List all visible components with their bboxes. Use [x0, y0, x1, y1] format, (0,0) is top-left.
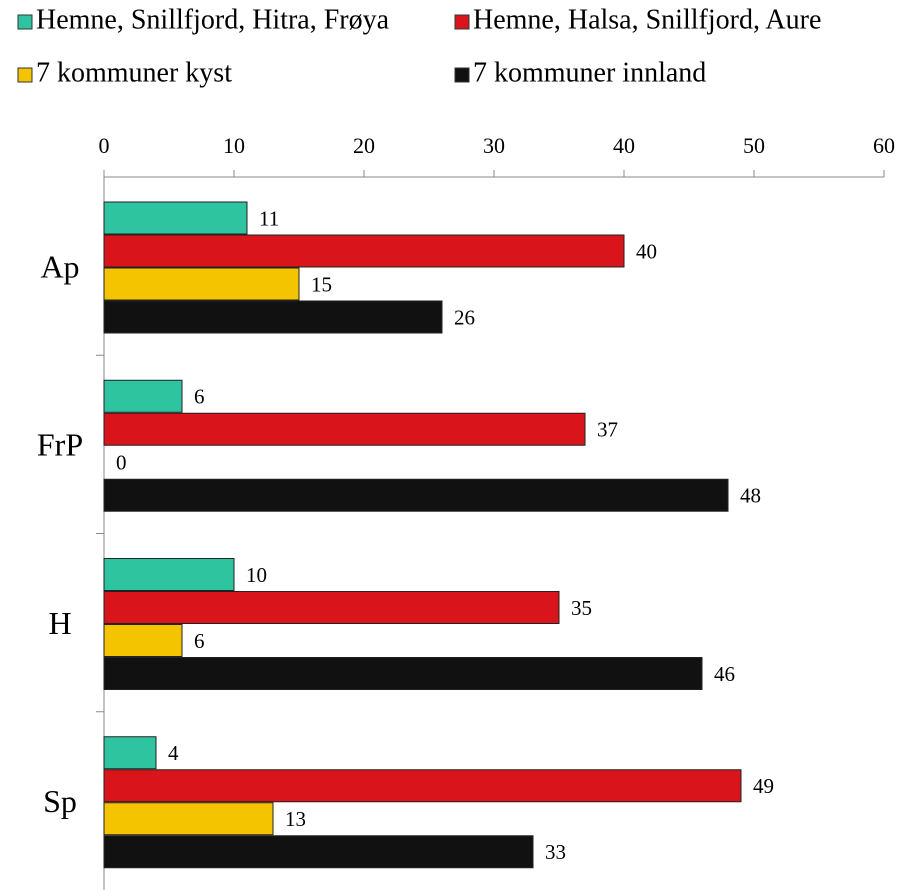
value-label: 10 — [246, 563, 267, 587]
value-label: 46 — [714, 662, 735, 686]
value-label: 33 — [545, 840, 566, 864]
y-tick-label: FrP — [37, 427, 83, 463]
bar — [103, 201, 248, 235]
x-tick-label: 60 — [873, 133, 895, 158]
bar — [103, 657, 703, 690]
legend-label: Hemne, Halsa, Snillfjord, Aure — [473, 4, 821, 35]
value-label: 37 — [597, 418, 618, 442]
value-label: 40 — [636, 239, 657, 263]
value-label: 6 — [194, 385, 205, 409]
value-label: 13 — [285, 807, 306, 831]
value-label: 4 — [168, 741, 179, 765]
legend-label: Hemne, Snillfjord, Hitra, Frøya — [36, 4, 390, 35]
value-label: 15 — [311, 272, 332, 296]
bar — [103, 558, 235, 591]
legend-swatch — [454, 67, 470, 83]
y-tick-label: H — [48, 605, 71, 641]
x-tick-label: 20 — [353, 133, 375, 158]
bar — [103, 802, 274, 836]
value-label: 0 — [116, 451, 127, 475]
x-tick-label: 0 — [99, 133, 110, 158]
value-label: 48 — [740, 484, 761, 508]
y-tick-label: Sp — [43, 783, 77, 819]
bar — [103, 769, 742, 803]
value-label: 49 — [753, 774, 774, 798]
legend-swatch — [17, 14, 33, 30]
bar — [103, 234, 625, 268]
x-tick-label: 30 — [483, 133, 505, 158]
bar — [103, 736, 157, 770]
bar — [103, 379, 183, 413]
x-tick-label: 50 — [743, 133, 765, 158]
value-label: 35 — [571, 596, 592, 620]
value-label: 6 — [194, 629, 205, 653]
x-tick-label: 10 — [223, 133, 245, 158]
legend-label: 7 kommuner kyst — [36, 57, 232, 88]
bar — [103, 591, 560, 624]
bar — [103, 835, 534, 869]
bar — [103, 478, 729, 512]
value-label: 26 — [454, 305, 475, 329]
bar — [103, 412, 586, 446]
bar — [103, 624, 183, 657]
x-tick-label: 40 — [613, 133, 635, 158]
legend-label: 7 kommuner innland — [473, 57, 706, 88]
bar — [103, 267, 300, 301]
legend-swatch — [17, 67, 33, 83]
value-label: 11 — [259, 206, 279, 230]
bar — [103, 300, 443, 334]
y-tick-label: Ap — [40, 248, 79, 284]
legend-swatch — [454, 14, 470, 30]
